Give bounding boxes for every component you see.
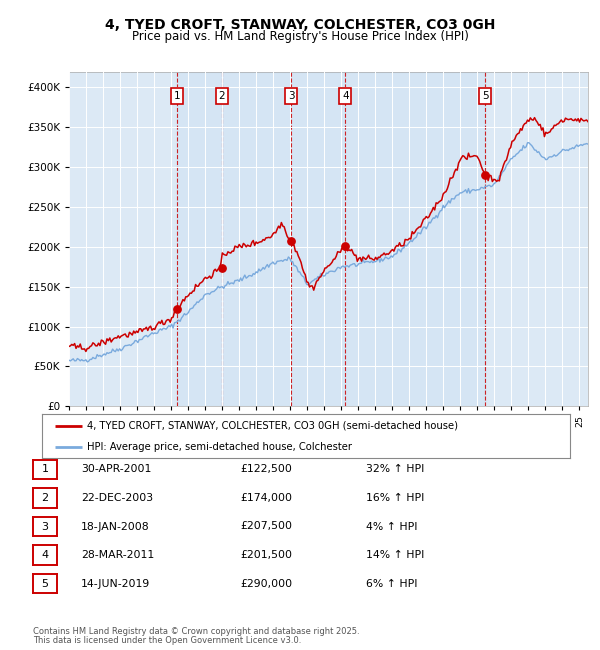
Text: 18-JAN-2008: 18-JAN-2008: [81, 521, 149, 532]
Text: 4: 4: [342, 91, 349, 101]
Text: HPI: Average price, semi-detached house, Colchester: HPI: Average price, semi-detached house,…: [87, 442, 352, 452]
Point: [286, 236, 296, 246]
Text: 4, TYED CROFT, STANWAY, COLCHESTER, CO3 0GH: 4, TYED CROFT, STANWAY, COLCHESTER, CO3 …: [105, 18, 495, 32]
Text: 1: 1: [173, 91, 180, 101]
Text: 32% ↑ HPI: 32% ↑ HPI: [366, 464, 424, 474]
Point: [172, 304, 182, 314]
Text: £201,500: £201,500: [240, 550, 292, 560]
Text: 4, TYED CROFT, STANWAY, COLCHESTER, CO3 0GH (semi-detached house): 4, TYED CROFT, STANWAY, COLCHESTER, CO3 …: [87, 421, 458, 431]
Text: Contains HM Land Registry data © Crown copyright and database right 2025.: Contains HM Land Registry data © Crown c…: [33, 627, 359, 636]
Text: 14-JUN-2019: 14-JUN-2019: [81, 578, 150, 589]
Text: 5: 5: [482, 91, 488, 101]
Text: 28-MAR-2011: 28-MAR-2011: [81, 550, 154, 560]
Text: 1: 1: [41, 464, 49, 474]
Text: 2: 2: [218, 91, 225, 101]
Point: [341, 240, 350, 251]
Text: £207,500: £207,500: [240, 521, 292, 532]
Text: 4% ↑ HPI: 4% ↑ HPI: [366, 521, 418, 532]
Text: £122,500: £122,500: [240, 464, 292, 474]
Point: [217, 263, 226, 273]
Text: 22-DEC-2003: 22-DEC-2003: [81, 493, 153, 503]
Text: 3: 3: [288, 91, 295, 101]
Text: This data is licensed under the Open Government Licence v3.0.: This data is licensed under the Open Gov…: [33, 636, 301, 645]
Text: 2: 2: [41, 493, 49, 503]
Bar: [177, 72, 485, 406]
Text: 30-APR-2001: 30-APR-2001: [81, 464, 151, 474]
Text: 14% ↑ HPI: 14% ↑ HPI: [366, 550, 424, 560]
Text: 16% ↑ HPI: 16% ↑ HPI: [366, 493, 424, 503]
Text: £174,000: £174,000: [240, 493, 292, 503]
Text: Price paid vs. HM Land Registry's House Price Index (HPI): Price paid vs. HM Land Registry's House …: [131, 30, 469, 43]
Text: £290,000: £290,000: [240, 578, 292, 589]
Point: [480, 170, 490, 180]
Text: 3: 3: [41, 521, 49, 532]
Text: 5: 5: [41, 578, 49, 589]
Text: 6% ↑ HPI: 6% ↑ HPI: [366, 578, 418, 589]
Text: 4: 4: [41, 550, 49, 560]
